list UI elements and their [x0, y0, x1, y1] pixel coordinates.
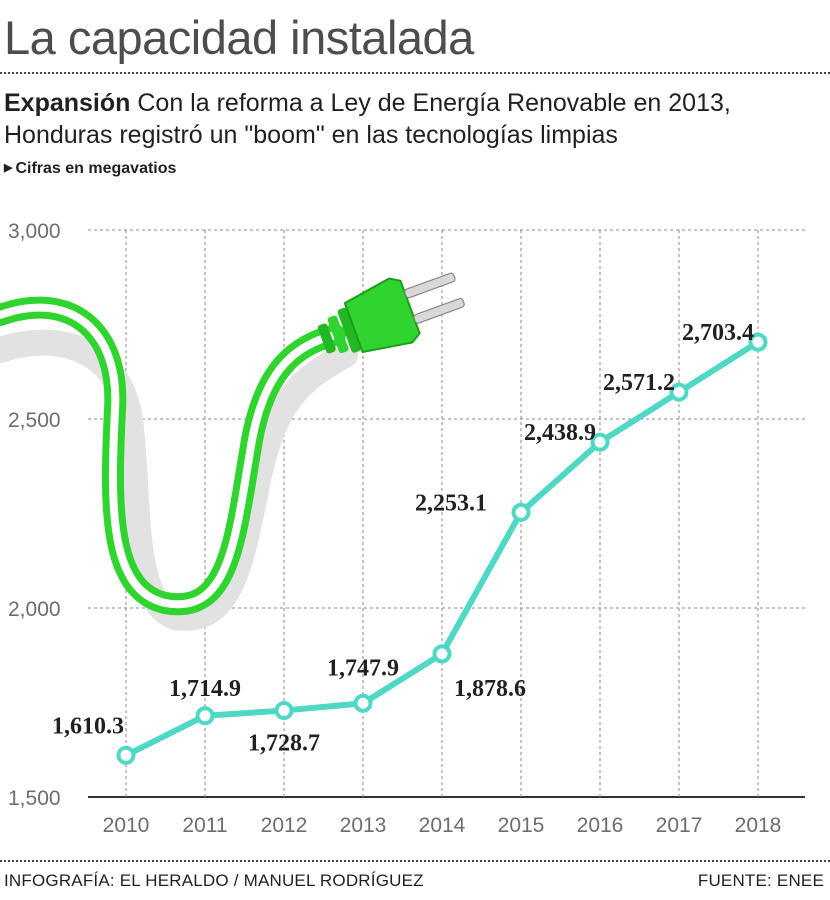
unit-note-text: Cifras en megavatios: [15, 160, 177, 177]
data-label: 2,571.2: [603, 370, 675, 396]
data-point: [195, 706, 215, 726]
data-label: 1,747.9: [327, 655, 399, 681]
subtitle-line-1: Con la reforma a Ley de Energía Renovabl…: [137, 89, 731, 117]
subtitle-keyword: Expansión: [4, 89, 131, 117]
unit-note: ▶ Cifras en megavatios: [4, 160, 176, 178]
x-tick-label: 2018: [735, 814, 782, 837]
plug-cable-inner: [0, 303, 339, 609]
x-tick-label: 2013: [340, 814, 387, 837]
data-point: [669, 382, 689, 402]
data-point: [274, 701, 294, 721]
plug-head: [317, 272, 465, 354]
plug-ridge-3: [337, 307, 362, 353]
plug-prong-bottom: [413, 297, 465, 324]
plug-prong-top: [404, 272, 456, 299]
title-divider: [0, 72, 830, 74]
plug-body: [343, 277, 421, 354]
data-label: 1,714.9: [169, 676, 241, 702]
data-point-layer: [116, 332, 768, 765]
x-tick-label: 2015: [498, 814, 545, 837]
data-point: [511, 502, 531, 522]
plug-cable-shadow: [0, 329, 358, 631]
y-tick-label: 2,500: [8, 409, 61, 432]
chart-subtitle: Expansión Con la reforma a Ley de Energí…: [4, 87, 824, 151]
plug-ridge-2: [327, 315, 349, 354]
data-label: 1,610.3: [52, 713, 124, 739]
plug-icon: [0, 272, 465, 631]
data-label: 2,703.4: [682, 320, 754, 346]
data-point: [116, 745, 136, 765]
y-tick-label: 2,000: [8, 598, 61, 621]
data-label: 1,878.6: [454, 676, 526, 702]
x-tick-label: 2010: [103, 814, 150, 837]
data-point: [353, 693, 373, 713]
x-tick-label: 2011: [182, 814, 227, 837]
data-point: [748, 332, 768, 352]
x-tick-label: 2014: [419, 814, 466, 837]
data-point: [432, 644, 452, 664]
x-tick-label: 2017: [656, 814, 703, 837]
data-label: 2,253.1: [415, 490, 487, 516]
x-tick-label: 2012: [261, 814, 308, 837]
grid-layer: 1,500 2,000 2,500 3,000 2010 2011 2012 2013 2014…: [8, 220, 805, 837]
data-label: 1,728.7: [248, 731, 320, 757]
chart-title: La capacidad instalada: [4, 11, 474, 64]
data-label: 2,438.9: [524, 420, 596, 446]
infographic-credit: INFOGRAFÍA: EL HERALDO / MANUEL RODRÍGUE…: [4, 871, 424, 890]
triangle-bullet-icon: ▶: [4, 162, 13, 174]
y-tick-label: 1,500: [8, 787, 61, 810]
y-tick-label: 3,000: [8, 220, 61, 243]
data-label-layer: 1,610.3 1,714.9 1,728.7 1,747.9 1,878.6 2,253…: [52, 320, 754, 756]
x-tick-label: 2016: [577, 814, 624, 837]
data-point: [590, 432, 610, 452]
subtitle-line-2: Honduras registró un "boom" en las tecno…: [4, 121, 618, 149]
data-source: FUENTE: ENEE: [697, 871, 824, 890]
footer-divider: [0, 860, 830, 862]
plug-ridge-1: [317, 323, 336, 354]
